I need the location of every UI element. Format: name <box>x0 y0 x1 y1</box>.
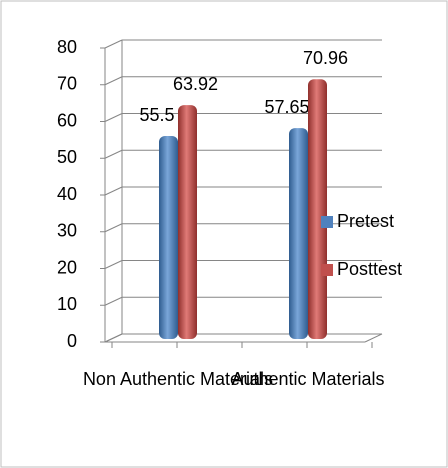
x-tick-label: Authentic Materials <box>231 369 384 389</box>
legend-swatch <box>321 216 333 228</box>
y-tick-label: 20 <box>57 257 77 277</box>
grid-line <box>104 260 123 269</box>
axis-line <box>364 333 383 343</box>
y-tick-label: 0 <box>67 331 77 351</box>
bar <box>289 128 308 339</box>
data-label: 70.96 <box>303 48 348 68</box>
y-tick-label: 70 <box>57 74 77 94</box>
y-tick-label: 60 <box>57 110 77 130</box>
legend-swatch <box>321 264 333 276</box>
data-label: 63.92 <box>173 74 218 94</box>
y-tick-label: 80 <box>57 37 77 57</box>
y-tick-label: 50 <box>57 147 77 167</box>
grid-line <box>104 113 123 122</box>
y-tick-label: 10 <box>57 294 77 314</box>
grid-line <box>104 333 123 343</box>
data-label: 55.5 <box>139 105 174 125</box>
grid-line <box>104 149 123 159</box>
data-label: 57.65 <box>264 97 309 117</box>
grid-line <box>104 296 123 306</box>
legend-label: Posttest <box>337 259 402 279</box>
x-tick-label: Non Authentic Materials <box>83 369 273 389</box>
grid-line <box>104 223 123 233</box>
legend-label: Pretest <box>337 211 394 231</box>
grid-line <box>104 186 123 196</box>
bar <box>308 79 327 340</box>
bar <box>159 136 178 339</box>
grid-line <box>104 76 123 86</box>
grid-line <box>104 39 123 49</box>
bar <box>178 105 197 340</box>
y-tick-label: 30 <box>57 221 77 241</box>
y-tick-label: 40 <box>57 184 77 204</box>
